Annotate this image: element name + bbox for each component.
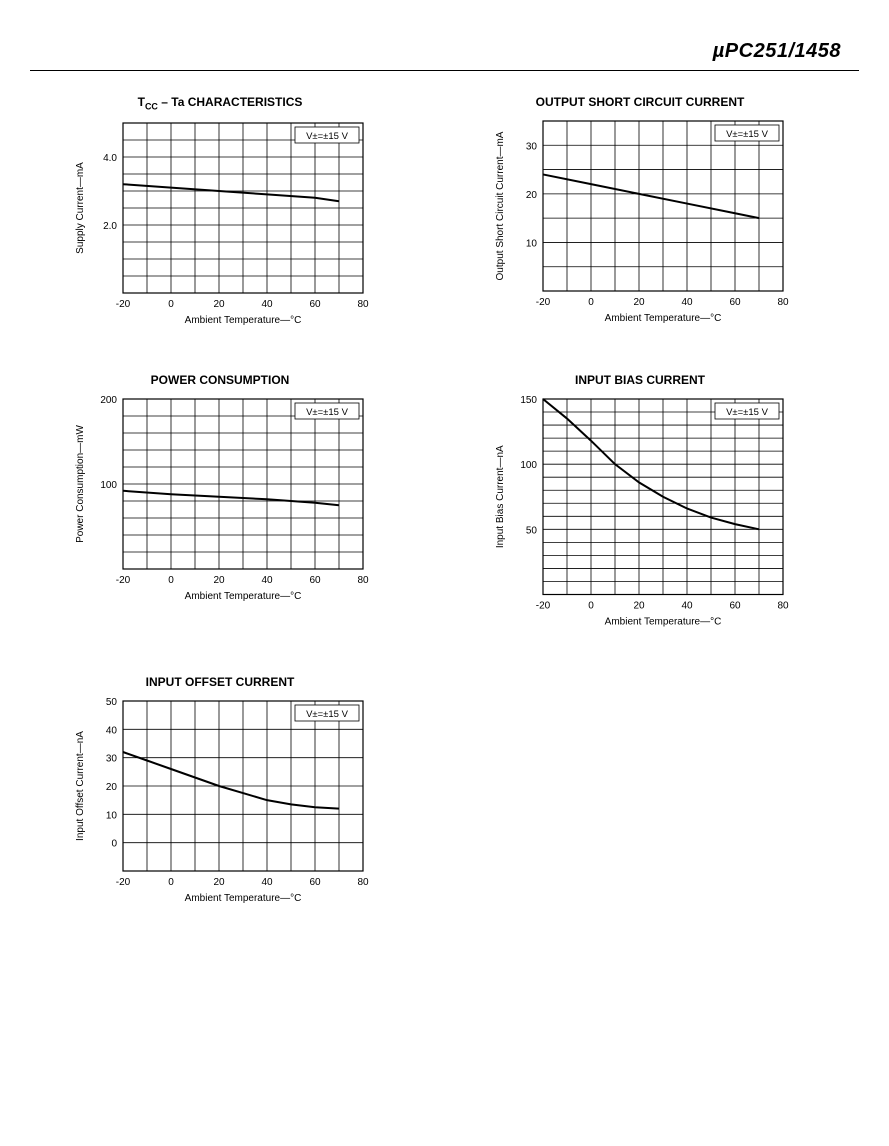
svg-text:10: 10	[526, 238, 538, 249]
svg-text:80: 80	[357, 877, 369, 888]
svg-text:60: 60	[729, 297, 741, 308]
svg-text:80: 80	[777, 297, 789, 308]
svg-text:Ambient Temperature—°C: Ambient Temperature—°C	[185, 893, 302, 904]
chart-svg: -20 0 20 40 60 80 50 100 150 Ambient Temperature—…	[485, 393, 795, 635]
svg-text:Ambient Temperature—°C: Ambient Temperature—°C	[185, 315, 302, 326]
svg-text:V±=±15 V: V±=±15 V	[306, 407, 349, 418]
svg-text:Ambient Temperature—°C: Ambient Temperature—°C	[605, 313, 722, 324]
svg-text:40: 40	[261, 299, 273, 310]
svg-text:60: 60	[729, 601, 741, 612]
svg-text:-20: -20	[116, 299, 131, 310]
svg-text:Input Bias Current—nA: Input Bias Current—nA	[495, 445, 506, 548]
svg-text:20: 20	[633, 601, 645, 612]
svg-text:Output Short Circuit Current—m: Output Short Circuit Current—mA	[495, 131, 506, 280]
svg-text:60: 60	[309, 299, 321, 310]
svg-text:0: 0	[168, 299, 174, 310]
chart-plot: -20 0 20 40 60 80 2.0 4.0 Ambient Temperature—°C…	[65, 117, 375, 333]
chart-title: INPUT OFFSET CURRENT	[146, 675, 295, 689]
svg-text:10: 10	[106, 810, 118, 821]
chart-plot: -20 0 20 40 60 80 10 20 30 Ambient Temperature—°C…	[485, 115, 795, 331]
svg-text:80: 80	[357, 299, 369, 310]
svg-text:2.0: 2.0	[103, 221, 117, 232]
part-number: µPC251/1458	[713, 40, 841, 63]
svg-text:80: 80	[357, 575, 369, 586]
svg-text:150: 150	[520, 395, 537, 406]
chart-svg: -20 0 20 40 60 80 2.0 4.0 Ambient Temperature—°C…	[65, 117, 375, 333]
svg-text:Supply Current—mA: Supply Current—mA	[75, 162, 86, 254]
svg-text:0: 0	[168, 877, 174, 888]
chart-title: OUTPUT SHORT CIRCUIT CURRENT	[536, 95, 745, 109]
svg-text:V±=±15 V: V±=±15 V	[306, 131, 349, 142]
svg-text:40: 40	[681, 601, 693, 612]
chart-input-bias: INPUT BIAS CURRENT -20 0 20 40 60 80 50 100 150 Am…	[460, 373, 820, 635]
svg-text:40: 40	[681, 297, 693, 308]
svg-text:0: 0	[168, 575, 174, 586]
chart-svg: -20 0 20 40 60 80 0 10 20 30 40 50 Ambient Temperatu…	[65, 695, 375, 911]
svg-text:20: 20	[526, 190, 538, 201]
chart-title: TCC – Ta CHARACTERISTICS	[138, 95, 303, 111]
svg-text:20: 20	[213, 299, 225, 310]
svg-text:30: 30	[526, 141, 538, 152]
svg-text:-20: -20	[116, 877, 131, 888]
svg-text:Ambient Temperature—°C: Ambient Temperature—°C	[185, 591, 302, 602]
svg-text:80: 80	[777, 601, 789, 612]
svg-text:Input Offset Current—nA: Input Offset Current—nA	[75, 731, 86, 841]
chart-input-offset: INPUT OFFSET CURRENT -20 0 20 40 60 80 0 10 20 30 4…	[40, 675, 400, 911]
chart-power-consumption: POWER CONSUMPTION -20 0 20 40 60 80 100 200 Ambie…	[40, 373, 400, 635]
svg-text:0: 0	[111, 839, 117, 850]
svg-text:50: 50	[526, 526, 538, 537]
svg-text:V±=±15 V: V±=±15 V	[726, 407, 769, 418]
chart-plot: -20 0 20 40 60 80 50 100 150 Ambient Temperature—…	[485, 393, 795, 635]
chart-svg: -20 0 20 40 60 80 100 200 Ambient Temperature—°C…	[65, 393, 375, 609]
svg-text:-20: -20	[536, 297, 551, 308]
svg-text:40: 40	[106, 725, 118, 736]
svg-text:V±=±15 V: V±=±15 V	[726, 129, 769, 140]
svg-text:40: 40	[261, 877, 273, 888]
svg-text:200: 200	[100, 395, 117, 406]
svg-text:50: 50	[106, 697, 118, 708]
svg-text:20: 20	[213, 877, 225, 888]
chart-title: POWER CONSUMPTION	[151, 373, 290, 387]
svg-text:V±=±15 V: V±=±15 V	[306, 709, 349, 720]
svg-text:0: 0	[588, 601, 594, 612]
svg-text:-20: -20	[116, 575, 131, 586]
header-rule	[30, 70, 859, 71]
svg-text:40: 40	[261, 575, 273, 586]
chart-title: INPUT BIAS CURRENT	[575, 373, 705, 387]
chart-plot: -20 0 20 40 60 80 0 10 20 30 40 50 Ambient Temperatu…	[65, 695, 375, 911]
svg-text:0: 0	[588, 297, 594, 308]
svg-text:20: 20	[106, 782, 118, 793]
svg-text:60: 60	[309, 877, 321, 888]
svg-text:100: 100	[520, 461, 537, 472]
svg-text:20: 20	[633, 297, 645, 308]
svg-text:Power Consumption—mW: Power Consumption—mW	[75, 425, 86, 543]
charts-area: TCC – Ta CHARACTERISTICS -20 0 20 40 60 80 2.0 4…	[40, 95, 849, 951]
chart-svg: -20 0 20 40 60 80 10 20 30 Ambient Temperature—°C…	[485, 115, 795, 331]
chart-short-circuit: OUTPUT SHORT CIRCUIT CURRENT -20 0 20 40 60 80…	[460, 95, 820, 333]
svg-text:4.0: 4.0	[103, 153, 117, 164]
svg-text:100: 100	[100, 480, 117, 491]
svg-text:30: 30	[106, 754, 118, 765]
svg-text:Ambient Temperature—°C: Ambient Temperature—°C	[605, 617, 722, 628]
svg-text:60: 60	[309, 575, 321, 586]
svg-text:20: 20	[213, 575, 225, 586]
datasheet-page: µPC251/1458 TCC – Ta CHARACTERISTICS -20 0…	[0, 0, 889, 1146]
chart-plot: -20 0 20 40 60 80 100 200 Ambient Temperature—°C…	[65, 393, 375, 609]
chart-icc-ta: TCC – Ta CHARACTERISTICS -20 0 20 40 60 80 2.0 4…	[40, 95, 400, 333]
svg-text:-20: -20	[536, 601, 551, 612]
